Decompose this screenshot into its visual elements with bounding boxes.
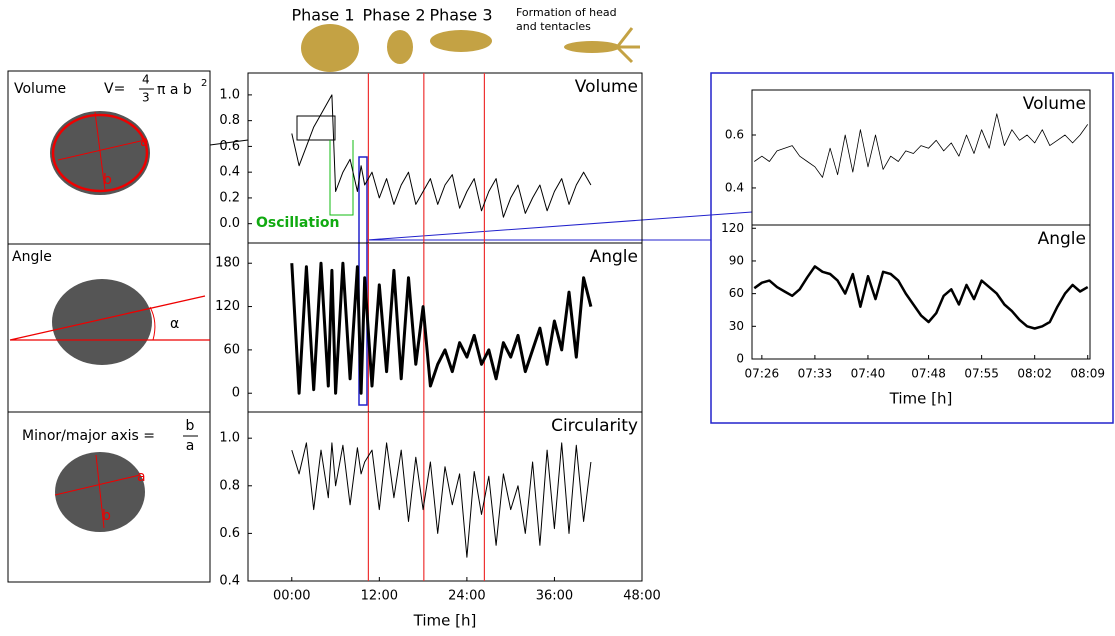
x-tick-label: 08:09 (1070, 367, 1105, 381)
phase-label: Phase 2 (362, 6, 425, 25)
panel (7, 411, 211, 583)
ratio: a (186, 438, 195, 454)
x-axis-label: Time [h] (413, 612, 477, 630)
data-line (290, 261, 593, 395)
y-tick-label: 1.0 (219, 87, 240, 102)
panel-title: Angle (1038, 229, 1086, 249)
y-tick-label: 0.4 (725, 180, 744, 194)
panel-title: Angle (590, 247, 638, 267)
tentacles (616, 27, 640, 64)
y-tick-label: 30 (729, 319, 744, 333)
x-tick-label: 07:48 (911, 367, 946, 381)
y-tick-label: 0.8 (219, 113, 240, 128)
fit-ellipse (51, 113, 149, 193)
y-tick-label: 120 (721, 221, 744, 235)
phase-label: Phase 3 (429, 6, 492, 25)
y-tick-label: 0.6 (219, 526, 240, 541)
formula: 3 (142, 91, 150, 105)
inset-frame (710, 72, 1114, 424)
cell-image (52, 279, 152, 365)
x-tick-label: 07:33 (798, 367, 833, 381)
plot-frame (247, 411, 643, 582)
x-tick-label: 00:00 (273, 589, 310, 604)
y-tick-label: 60 (223, 342, 240, 357)
angle-lines (9, 295, 210, 341)
y-tick-label: 0.8 (219, 478, 240, 493)
x-tick-label: 08:02 (1017, 367, 1052, 381)
ratio: b (186, 418, 195, 434)
y-tick-label: 180 (215, 256, 240, 271)
y-tick-label: 0 (736, 352, 744, 366)
panel-title: Circularity (551, 416, 638, 436)
axes-lines (54, 454, 141, 529)
phase-shape (564, 41, 620, 53)
panel-title: Volume (575, 77, 638, 97)
x-tick-label: 36:00 (536, 589, 573, 604)
y-tick-label: 90 (729, 253, 744, 267)
data-line (753, 265, 1089, 330)
phase-shape (301, 24, 359, 72)
head-note: and tentacles (516, 20, 591, 33)
zoom-box (296, 115, 336, 141)
formula: 2 (201, 78, 207, 89)
panel-label: Volume (14, 81, 66, 97)
angle-arc (149, 306, 156, 341)
data-line (291, 94, 592, 218)
axis-b: b (102, 508, 111, 524)
panel-label: Minor/major axis = (22, 428, 155, 444)
phase-shape (387, 30, 413, 64)
y-tick-label: 0.0 (219, 216, 240, 231)
formula: V= (104, 81, 125, 97)
oscillation-box (329, 140, 354, 216)
x-tick-label: 07:26 (745, 367, 780, 381)
panel-label: Angle (12, 249, 52, 265)
data-line (754, 113, 1089, 178)
y-tick-label: 0.6 (725, 128, 744, 142)
axis-a: a (137, 469, 146, 485)
plot-frame (751, 224, 1091, 360)
alpha: α (170, 316, 179, 332)
oscillation-label: Oscillation (256, 215, 339, 231)
x-tick-label: 07:55 (964, 367, 999, 381)
y-tick-label: 0.2 (219, 190, 240, 205)
formula: 4 (142, 73, 150, 87)
y-tick-label: 0.4 (219, 574, 240, 589)
axis-b: b (103, 172, 112, 188)
y-tick-label: 0 (232, 386, 240, 401)
x-tick-label: 12:00 (361, 589, 398, 604)
head-note: Formation of head (516, 6, 617, 19)
data-line (291, 442, 592, 558)
axes-lines (57, 111, 146, 191)
x-tick-label: 48:00 (623, 589, 660, 604)
x-axis-label: Time [h] (889, 390, 953, 408)
axis-a: a (140, 134, 149, 150)
x-tick-label: 24:00 (448, 589, 485, 604)
phase-shape (430, 30, 492, 52)
x-tick-label: 07:40 (851, 367, 886, 381)
y-tick-label: 0.4 (219, 165, 240, 180)
inset-link (366, 211, 753, 241)
phase-label: Phase 1 (291, 6, 354, 25)
y-tick-label: 1.0 (219, 431, 240, 446)
panel-title: Volume (1023, 94, 1086, 114)
y-tick-label: 0.6 (219, 139, 240, 154)
y-tick-label: 120 (215, 299, 240, 314)
connector (209, 139, 249, 146)
y-tick-label: 60 (729, 286, 744, 300)
formula: π a b (157, 82, 192, 98)
